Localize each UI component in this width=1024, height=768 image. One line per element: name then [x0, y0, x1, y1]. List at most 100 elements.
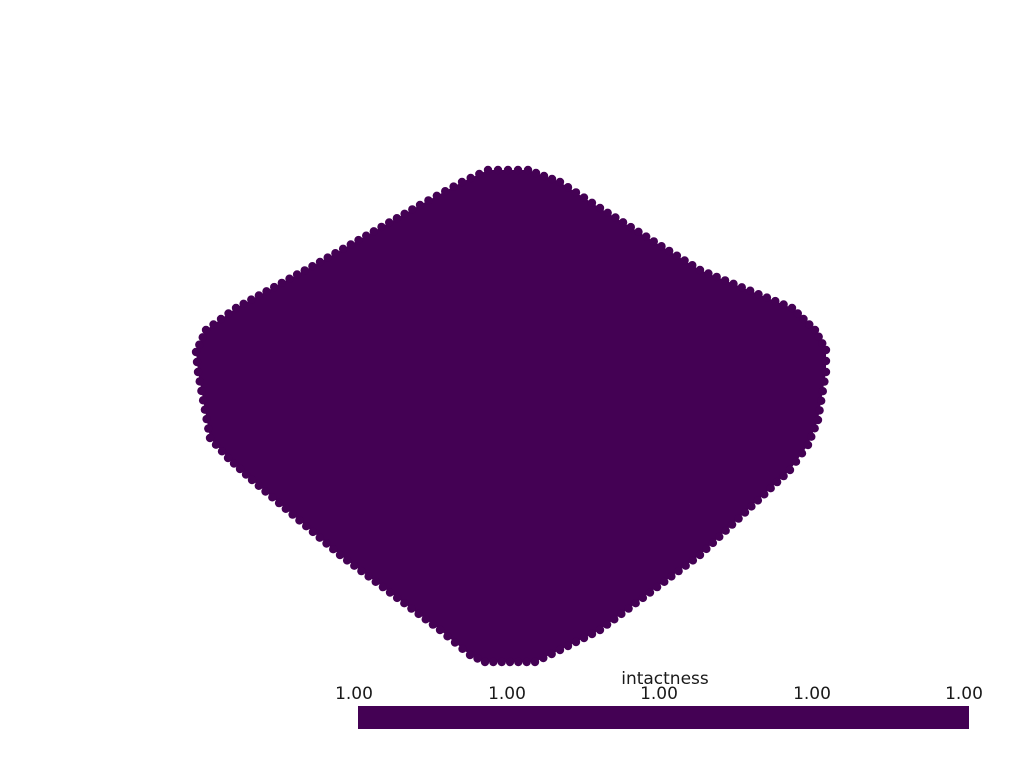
point-sphere: [814, 332, 823, 341]
scalar-bar-tick-label: 1.00: [945, 684, 983, 704]
point-sphere: [262, 287, 271, 296]
scalar-bar-tick-label: 1.00: [793, 684, 831, 704]
point-sphere: [721, 526, 730, 535]
point-sphere: [603, 208, 612, 217]
point-sphere: [432, 191, 441, 200]
point-sphere: [364, 572, 373, 581]
point-sphere: [539, 171, 549, 181]
point-sphere: [631, 599, 640, 608]
point-sphere: [657, 242, 666, 251]
point-sphere: [198, 333, 207, 342]
point-sphere: [346, 240, 355, 249]
point-sphere: [323, 253, 332, 262]
point-sphere: [191, 347, 201, 357]
point-sphere: [674, 566, 683, 576]
point-sphere: [797, 449, 807, 458]
point-sphere: [672, 251, 682, 260]
point-sphere: [407, 604, 416, 613]
point-sphere: [415, 200, 425, 210]
point-sphere: [270, 282, 279, 292]
point-sphere: [531, 168, 541, 178]
point-sphere: [817, 396, 826, 405]
point-sphere: [308, 527, 318, 537]
point-sphere: [787, 303, 797, 313]
point-sphere: [241, 470, 251, 479]
point-sphere: [277, 278, 286, 288]
point-sphere: [539, 653, 548, 663]
point-sphere: [408, 205, 417, 214]
point-sphere: [400, 209, 409, 218]
point-sphere: [624, 604, 633, 613]
point-sphere: [480, 657, 490, 667]
point-sphere: [807, 432, 816, 441]
point-sphere: [292, 270, 302, 279]
point-sphere: [354, 235, 363, 245]
point-sphere: [514, 657, 523, 667]
point-sphere: [793, 309, 802, 318]
point-sphere: [274, 498, 284, 508]
point-sphere: [342, 556, 352, 565]
point-sphere: [729, 279, 738, 288]
point-sphere: [489, 657, 498, 667]
point-sphere: [239, 299, 248, 308]
point-sphere: [737, 283, 746, 292]
point-sphere: [308, 262, 317, 271]
point-sphere: [579, 633, 589, 643]
point-sphere: [634, 227, 643, 236]
point-sphere: [810, 325, 820, 335]
point-sphere: [779, 471, 788, 481]
point-sphere: [771, 296, 780, 306]
point-sphere: [268, 493, 277, 502]
point-sphere: [813, 415, 823, 425]
point-sphere: [414, 609, 423, 619]
point-sphere: [762, 293, 772, 302]
point-sphere: [329, 545, 338, 554]
point-sphere: [505, 657, 515, 667]
point-sphere: [450, 638, 460, 647]
point-sphere: [720, 276, 730, 285]
point-sphere: [617, 609, 626, 619]
point-sphere: [821, 367, 831, 377]
point-sphere: [821, 345, 831, 355]
point-sphere: [667, 572, 676, 581]
point-sphere: [449, 182, 458, 191]
scalar-bar-color-bar: [358, 706, 969, 729]
point-sphere: [200, 405, 210, 414]
point-sphere: [602, 620, 612, 629]
point-sphere: [785, 465, 795, 475]
point-sphere: [201, 325, 211, 335]
point-sphere: [611, 213, 620, 222]
point-sphere: [483, 165, 493, 175]
point-sphere: [818, 339, 827, 348]
point-sphere: [695, 550, 705, 560]
point-sphere: [555, 645, 565, 655]
point-sphere: [665, 246, 674, 256]
point-sphere: [205, 433, 215, 443]
point-sphere: [688, 261, 697, 270]
point-sphere: [217, 447, 227, 456]
point-sphere: [497, 657, 506, 667]
point-sphere: [530, 657, 540, 667]
point-sphere: [465, 650, 475, 660]
point-sphere: [493, 165, 503, 175]
point-sphere: [224, 309, 233, 318]
point-sphere: [350, 561, 359, 570]
point-sphere: [193, 367, 203, 377]
point-sphere: [466, 173, 475, 183]
point-sphere: [335, 550, 345, 560]
point-sphere: [649, 237, 658, 246]
point-cloud-points: [191, 165, 831, 667]
point-sphere: [610, 615, 619, 624]
point-sphere: [458, 644, 467, 653]
point-sphere: [523, 165, 533, 175]
point-sphere: [421, 615, 430, 624]
point-sphere: [302, 522, 311, 531]
point-sphere: [202, 414, 211, 424]
point-sphere: [209, 320, 218, 329]
point-sphere: [618, 218, 628, 227]
point-sphere: [231, 303, 241, 313]
point-sphere: [235, 464, 245, 474]
point-sphere: [587, 198, 597, 207]
